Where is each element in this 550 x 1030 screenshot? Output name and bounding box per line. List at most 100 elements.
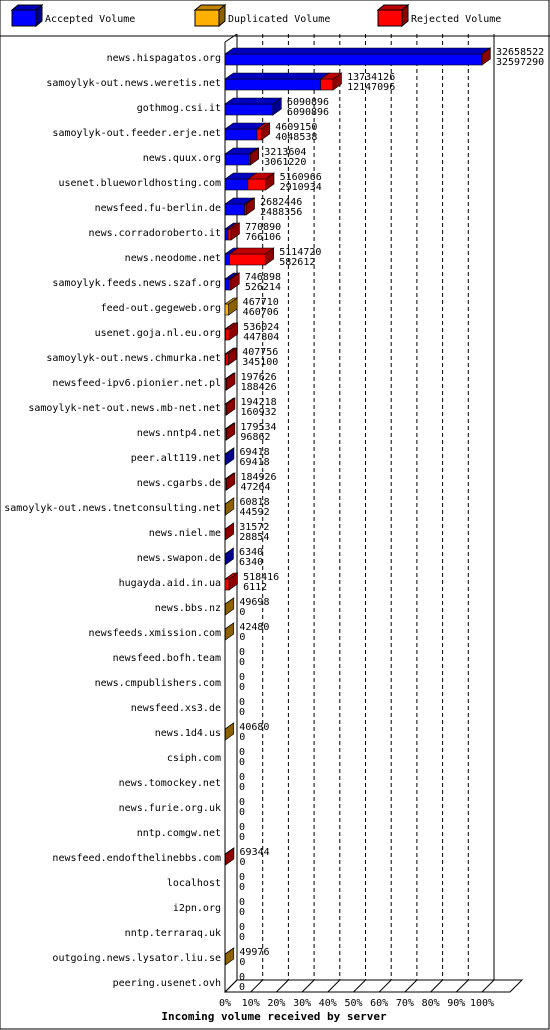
value-label: 96862 [240, 432, 270, 443]
bar-segment [319, 72, 343, 91]
bar-end-cap [228, 572, 238, 591]
y-tick-label: feed-out.gegeweb.org [101, 303, 221, 314]
bar-end-cap [225, 497, 235, 516]
y-tick-label: newsfeed.xs3.de [131, 703, 221, 714]
value-label: 6340 [239, 557, 263, 568]
value-label: 0 [239, 732, 245, 743]
value-label: 32658522 [496, 47, 544, 58]
value-label: 4048538 [275, 132, 317, 143]
value-label: 179534 [240, 422, 276, 433]
x-tick [224, 979, 238, 993]
value-label: 0 [239, 697, 245, 708]
y-tick-label: newsfeed-ipv6.pionier.net.pl [52, 378, 221, 389]
y-tick-label: news.cgarbs.de [137, 478, 221, 489]
y-tick-label: news.neodome.net [125, 253, 221, 264]
bar-end-cap [272, 97, 282, 116]
bar-end-cap [226, 472, 236, 491]
value-label: 5114720 [279, 247, 321, 258]
y-tick-label: samoylyk-net-out.news.mb-net.net [28, 403, 221, 414]
x-tick [481, 979, 495, 993]
legend-label: Accepted Volume [45, 14, 135, 25]
value-label: 32597290 [496, 57, 544, 68]
legend-box [11, 9, 37, 27]
value-label: 0 [239, 832, 245, 843]
x-tick [455, 979, 469, 993]
bar-end-cap [230, 272, 240, 291]
y-tick-label: newsfeed.fu-berlin.de [95, 203, 221, 214]
value-label: 0 [239, 932, 245, 943]
bar-end-cap [249, 147, 259, 166]
bar-end-cap [225, 947, 235, 966]
bar-front [229, 253, 266, 266]
x-tick [353, 979, 366, 993]
y-tick-label: samoylyk-out.feeder.erje.net [52, 128, 221, 139]
bar-end-cap [260, 122, 270, 141]
value-label: 69418 [240, 447, 270, 458]
value-label: 188426 [241, 382, 277, 393]
x-axis-title: Incoming volume received by server [161, 1010, 387, 1023]
value-label: 6090896 [287, 107, 329, 118]
bar-front [256, 128, 262, 141]
bar-end-cap [228, 297, 238, 316]
value-label: 0 [239, 632, 245, 643]
value-label: 766106 [245, 232, 281, 243]
y-tick-label: news.bbs.nz [155, 603, 221, 614]
value-label: 2910934 [280, 182, 322, 193]
y-tick-label: news.hispagatos.org [107, 53, 221, 64]
value-label: 4609150 [275, 122, 317, 133]
y-tick-label: newsfeed.bofh.team [113, 653, 221, 664]
x-tick-label: 40% [319, 998, 337, 1009]
legend-swatch [10, 3, 44, 28]
bar-front [224, 128, 258, 141]
value-label: 6340 [239, 547, 263, 558]
legend-box-side [401, 3, 409, 28]
value-label: 0 [239, 972, 245, 983]
x-tick-label: 100% [470, 998, 494, 1009]
value-label: 160932 [241, 407, 277, 418]
x-tick [327, 979, 341, 993]
value-label: 69418 [240, 457, 270, 468]
value-label: 0 [239, 657, 245, 668]
bar-end-cap [227, 347, 237, 366]
bar-front [224, 303, 229, 316]
value-label: 42480 [239, 622, 269, 633]
value-label: 49976 [239, 947, 269, 958]
value-label: 6112 [243, 582, 267, 593]
value-label: 5160966 [280, 172, 322, 183]
value-label: 47264 [240, 482, 270, 493]
legend-box [377, 9, 403, 27]
value-label: 582612 [279, 257, 315, 268]
value-label: 0 [239, 822, 245, 833]
y-tick-label: peer.alt119.net [131, 453, 221, 464]
y-tick-label: news.swapon.de [137, 553, 221, 564]
value-label: 0 [239, 907, 245, 918]
y-tick-label: news.corradoroberto.it [89, 228, 221, 239]
value-label: 0 [240, 857, 246, 868]
x-tick-label: 30% [293, 998, 311, 1009]
bar-end-cap [332, 72, 342, 91]
value-label: 467710 [243, 297, 279, 308]
y-tick-label: samoylyk-out.news.chmurka.net [46, 353, 221, 364]
value-label: 0 [239, 882, 245, 893]
bar-end-cap [228, 322, 238, 341]
y-tick-label: newsfeed.endofthelinebbs.com [52, 853, 221, 864]
value-label: 0 [239, 647, 245, 658]
value-label: 3213604 [264, 147, 306, 158]
value-label: 0 [239, 897, 245, 908]
bar-front [227, 228, 232, 241]
value-label: 13734126 [347, 72, 395, 83]
bar-segment [224, 222, 238, 241]
bar-end-cap [265, 172, 275, 191]
y-tick-label: news.cmpublishers.com [95, 678, 221, 689]
value-label: 2682446 [260, 197, 302, 208]
bar-front [224, 178, 249, 191]
x-tick [301, 979, 315, 993]
value-label: 0 [239, 922, 245, 933]
bar-front [224, 228, 229, 241]
bar-front [224, 103, 274, 116]
x-tick-label: 80% [422, 998, 440, 1009]
value-label: 0 [239, 682, 245, 693]
value-label: 0 [239, 707, 245, 718]
